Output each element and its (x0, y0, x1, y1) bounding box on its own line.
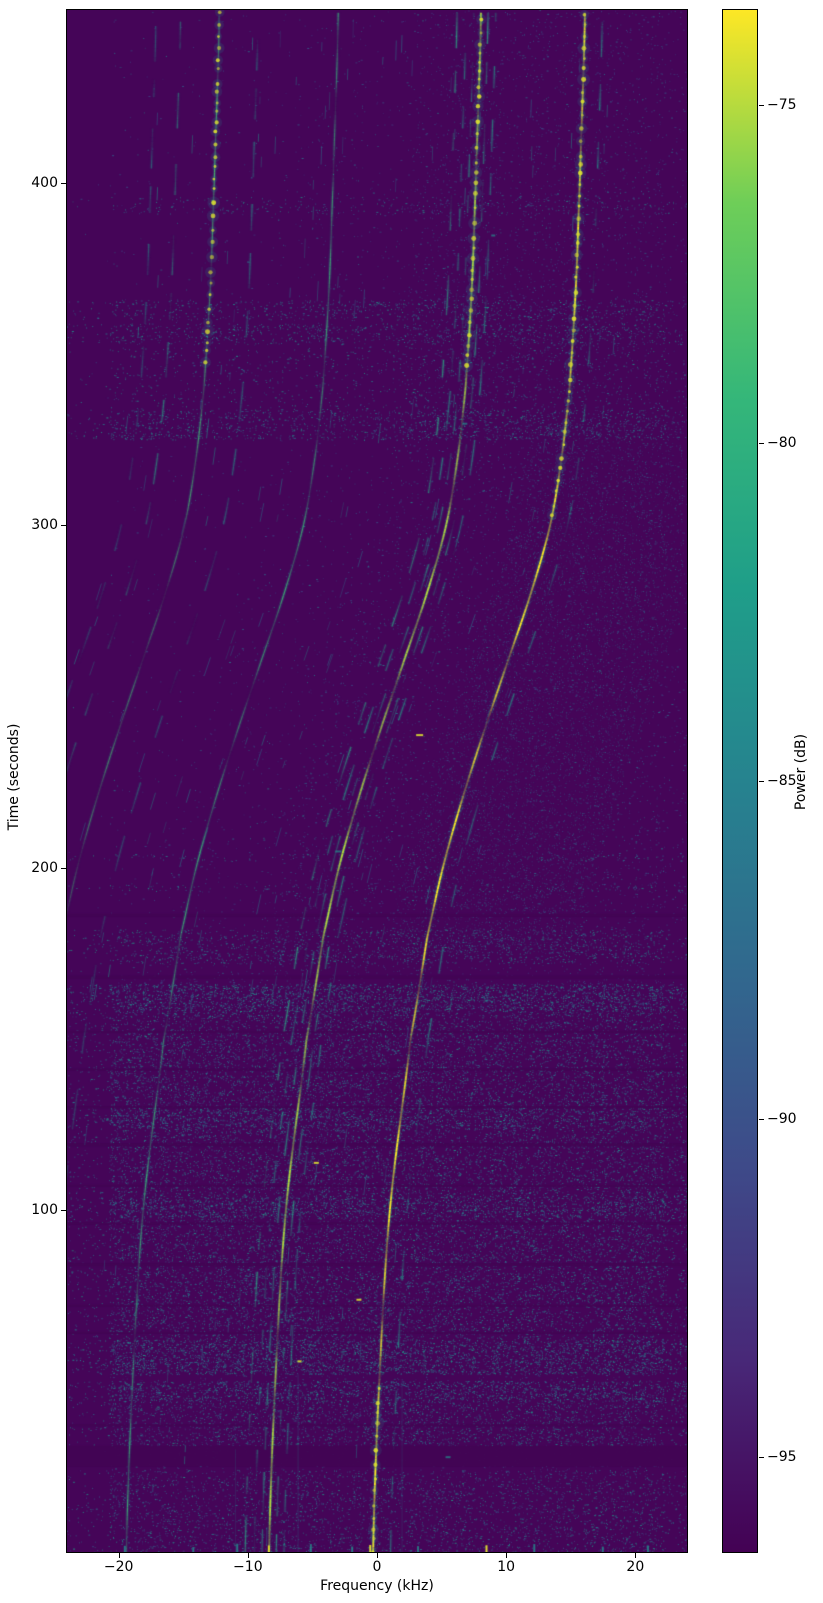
x-tick-mark (247, 1553, 249, 1558)
colorbar-gradient (722, 9, 758, 1553)
colorbar-label: Power (dB) (793, 733, 809, 811)
x-tick-label: −10 (233, 1559, 263, 1575)
y-tick-label: 300 (31, 517, 58, 534)
x-tick-mark (635, 1553, 637, 1558)
x-tick-label: 20 (626, 1559, 645, 1575)
y-tick-mark (61, 183, 66, 185)
colorbar-tick-mark (759, 442, 764, 444)
y-tick-label: 100 (31, 1201, 58, 1218)
x-tick-label: 10 (497, 1559, 516, 1575)
x-tick-mark (506, 1553, 508, 1558)
x-axis-label: Frequency (kHz) (320, 1578, 434, 1594)
spectrogram-canvas (67, 10, 687, 1552)
x-tick-label: −20 (103, 1559, 134, 1575)
colorbar-tick-mark (759, 1457, 764, 1459)
colorbar-tick-label: −90 (767, 1111, 797, 1128)
y-axis-label: Time (seconds) (6, 723, 22, 831)
colorbar-tick-mark (759, 781, 764, 782)
plot-frame (66, 9, 688, 1553)
x-tick-label: 0 (372, 1559, 382, 1575)
colorbar-tick-label: −95 (767, 1449, 797, 1466)
colorbar-tick-label: −75 (767, 96, 797, 113)
y-tick-label: 400 (31, 175, 58, 192)
y-tick-mark (61, 525, 66, 527)
x-tick-mark (377, 1553, 378, 1558)
x-tick-mark (118, 1553, 120, 1558)
colorbar-tick-label: −85 (767, 773, 797, 789)
y-tick-label: 200 (31, 859, 58, 876)
colorbar-tick-mark (759, 1119, 764, 1121)
y-tick-mark (61, 1209, 66, 1211)
y-tick-mark (61, 867, 66, 869)
colorbar-tick-label: −80 (767, 434, 797, 451)
colorbar-tick-mark (759, 104, 764, 106)
